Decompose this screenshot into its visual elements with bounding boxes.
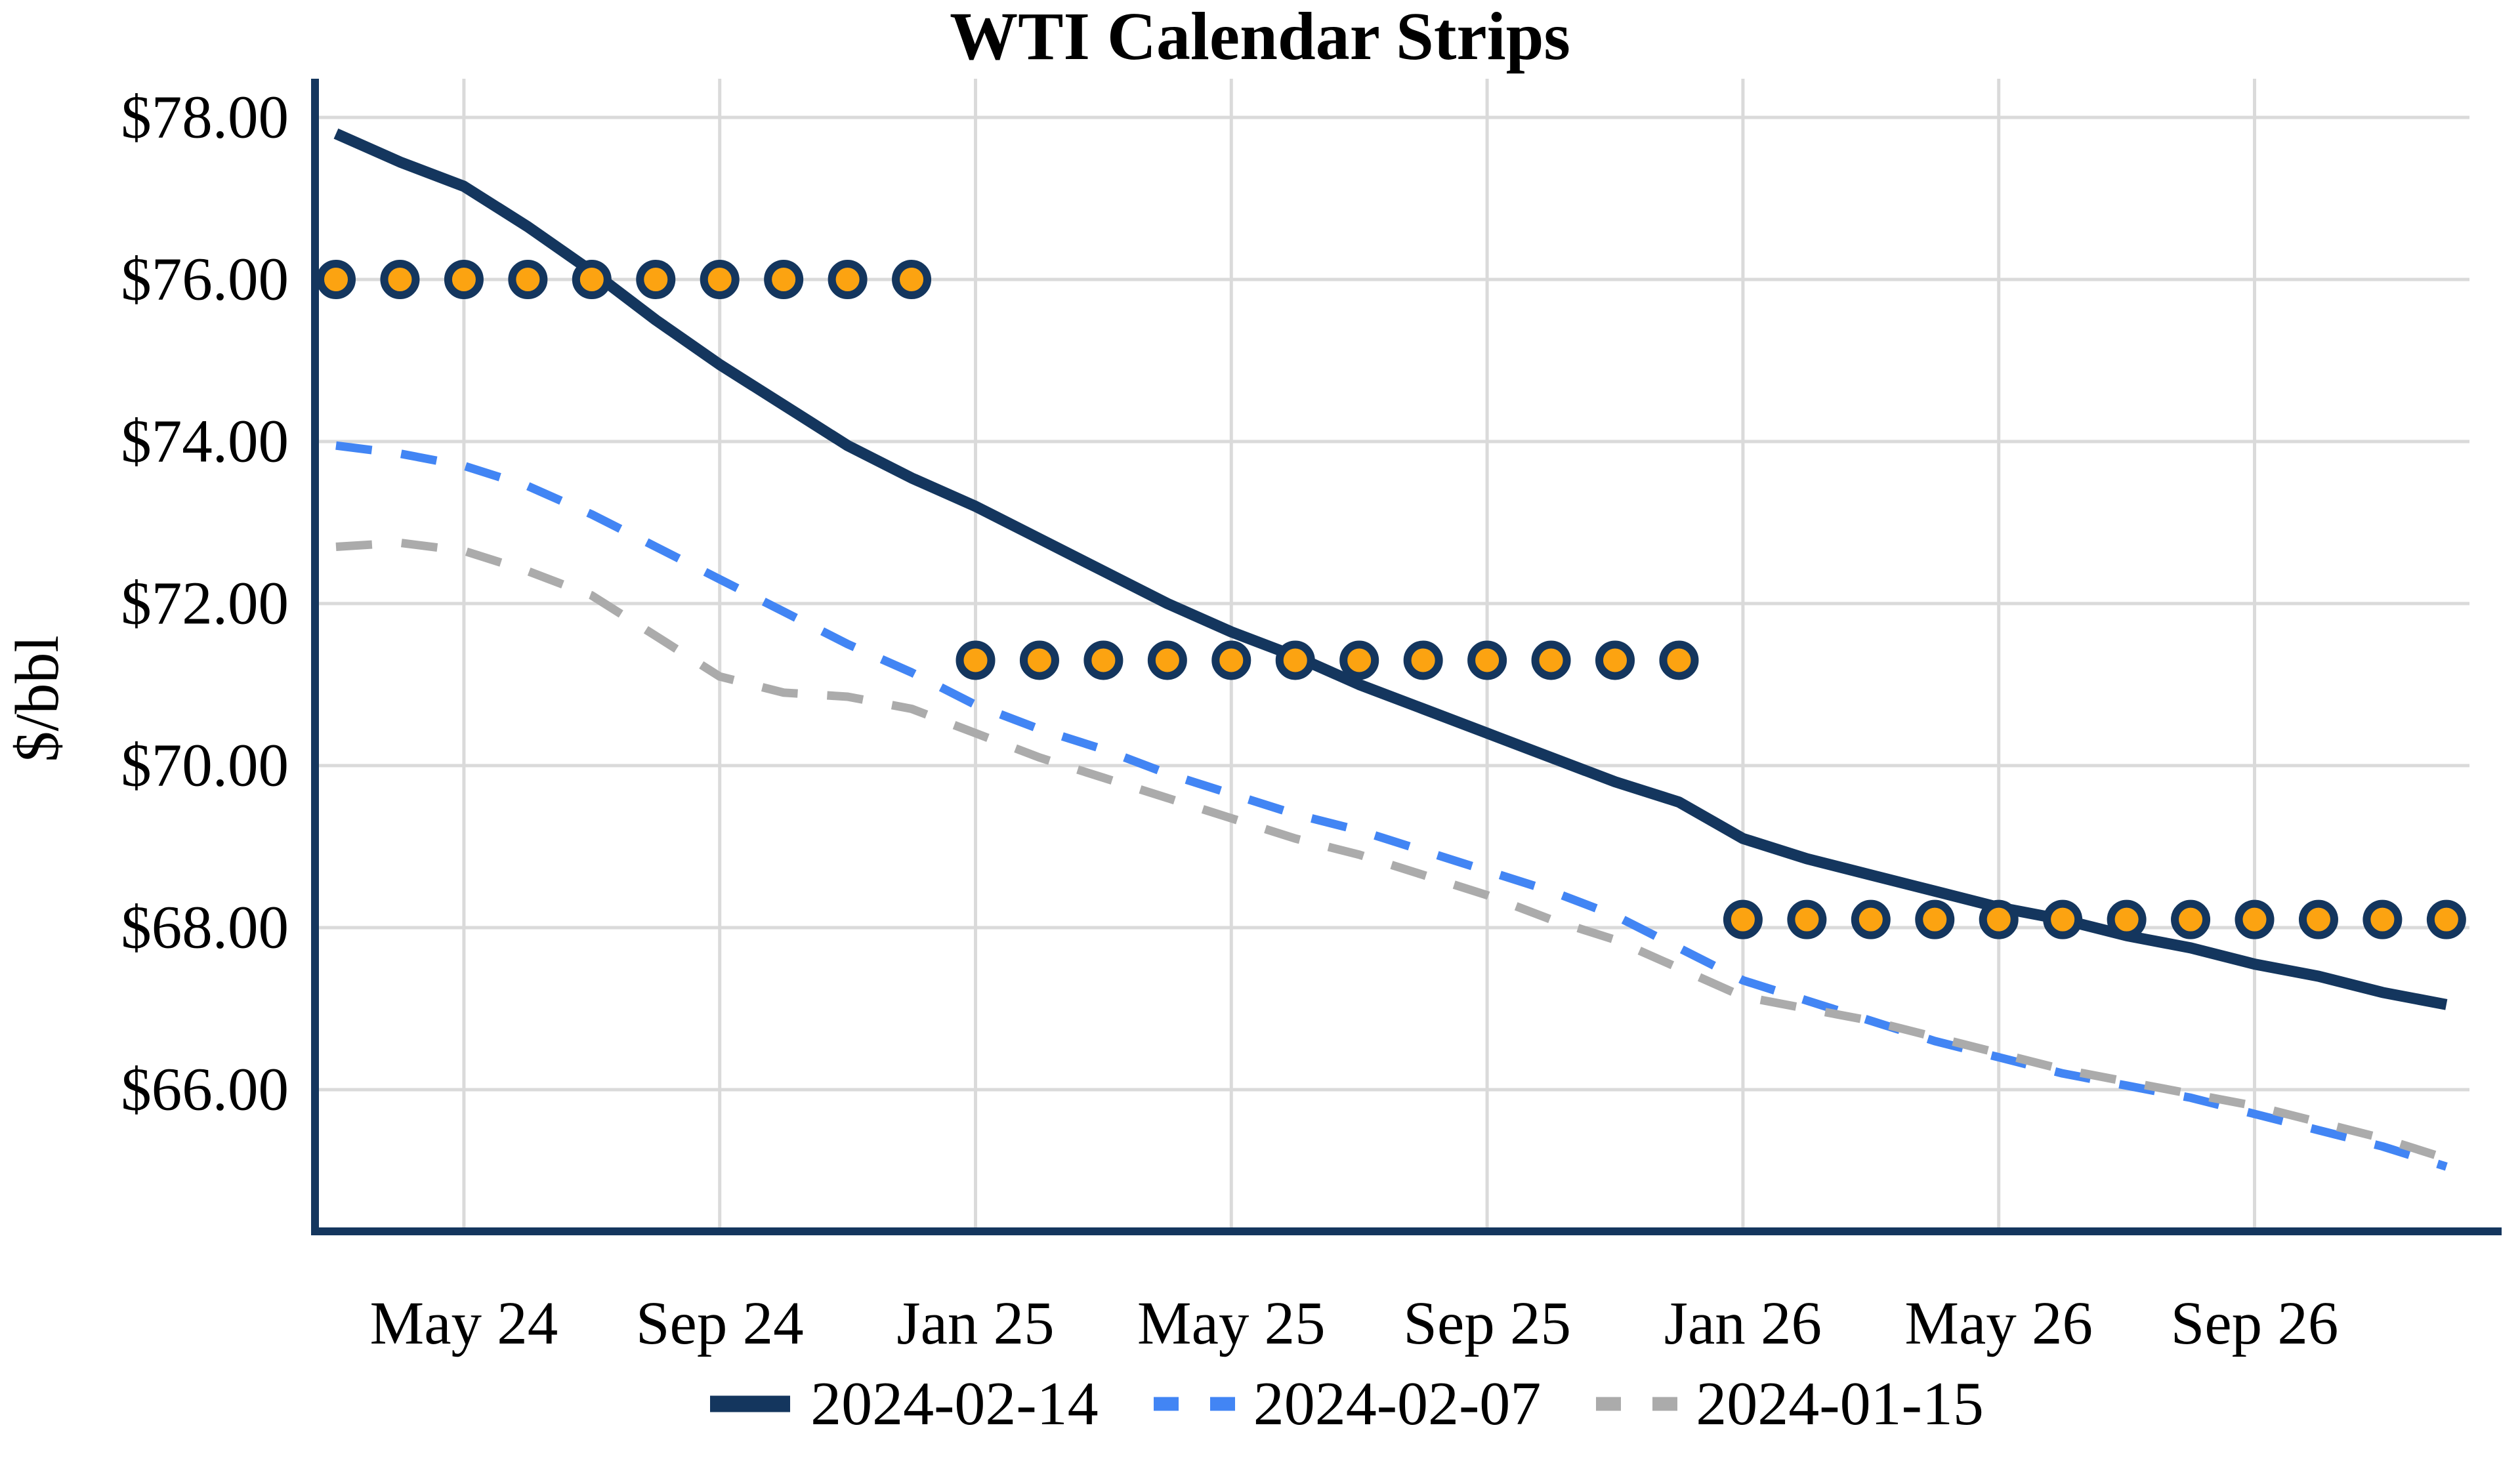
legend-item-2024-02-07: 2024-02-07 [1150, 1368, 1542, 1439]
x-tick-label: May 26 [1904, 1290, 2093, 1357]
strip-marker [2043, 899, 2083, 939]
y-tick-label: $72.00 [121, 570, 289, 638]
strip-marker [2171, 899, 2211, 939]
chart-title: WTI Calendar Strips [950, 0, 1570, 74]
x-tick-label: May 25 [1137, 1290, 1326, 1357]
strip-marker [764, 260, 804, 299]
legend-label: 2024-01-15 [1696, 1370, 1984, 1438]
strip-marker [828, 260, 868, 299]
strip-marker [444, 260, 484, 299]
y-tick-label: $66.00 [121, 1056, 289, 1124]
strip-marker [1467, 640, 1507, 680]
legend-item-2024-01-15: 2024-01-15 [1592, 1368, 1984, 1439]
strip-marker [1787, 899, 1827, 939]
strip-marker [2362, 899, 2403, 939]
strip-marker [572, 260, 612, 299]
strip-marker [1531, 640, 1571, 680]
x-tick-label: Jan 25 [896, 1290, 1054, 1357]
legend: 2024-02-14 2024-02-07 2024-01-15 [85, 1368, 2520, 1439]
strip-marker [316, 260, 356, 299]
strip-marker [1979, 899, 2019, 939]
y-tick-label: $74.00 [121, 408, 289, 476]
legend-item-2024-02-14: 2024-02-14 [707, 1368, 1099, 1439]
series-line-2024-02-07 [335, 441, 2448, 1171]
legend-label: 2024-02-07 [1253, 1370, 1542, 1438]
strip-marker [636, 260, 676, 299]
strip-marker [700, 260, 740, 299]
strip-marker [1595, 640, 1635, 680]
strip-marker [1851, 899, 1891, 939]
strip-marker [1019, 640, 1059, 680]
strip-marker [1211, 640, 1251, 680]
strip-marker [1275, 640, 1315, 680]
solid-line-swatch [710, 1395, 791, 1412]
strip-marker [1147, 640, 1187, 680]
strip-marker [1659, 640, 1699, 680]
strip-marker [380, 260, 420, 299]
y-tick-label: $70.00 [121, 732, 289, 800]
strip-marker [1083, 640, 1124, 680]
x-tick-label: May 24 [370, 1290, 558, 1357]
strip-marker [508, 260, 548, 299]
x-tick-label: Sep 24 [636, 1290, 804, 1357]
y-tick-label: $68.00 [121, 894, 289, 962]
strip-marker [1915, 899, 1955, 939]
strip-marker [2107, 899, 2147, 939]
strip-marker [2426, 899, 2466, 939]
strip-marker [892, 260, 932, 299]
strip-marker [1723, 899, 1763, 939]
strip-marker [1403, 640, 1443, 680]
y-tick-label: $76.00 [121, 246, 289, 314]
series-line-2024-01-15 [335, 538, 2448, 1163]
strip-marker [2235, 899, 2275, 939]
dashed-line-swatch [1596, 1397, 1678, 1411]
strip-marker [2298, 899, 2338, 939]
legend-label: 2024-02-14 [810, 1370, 1099, 1438]
x-tick-label: Jan 26 [1664, 1290, 1822, 1357]
dashed-line-swatch [1153, 1397, 1235, 1411]
strip-marker [1339, 640, 1379, 680]
x-tick-label: Sep 25 [1403, 1290, 1571, 1357]
strip-marker [956, 640, 996, 680]
series-line-2024-02-14 [333, 128, 2448, 1010]
y-tick-label: $78.00 [121, 84, 289, 152]
x-tick-label: Sep 26 [2171, 1290, 2339, 1357]
